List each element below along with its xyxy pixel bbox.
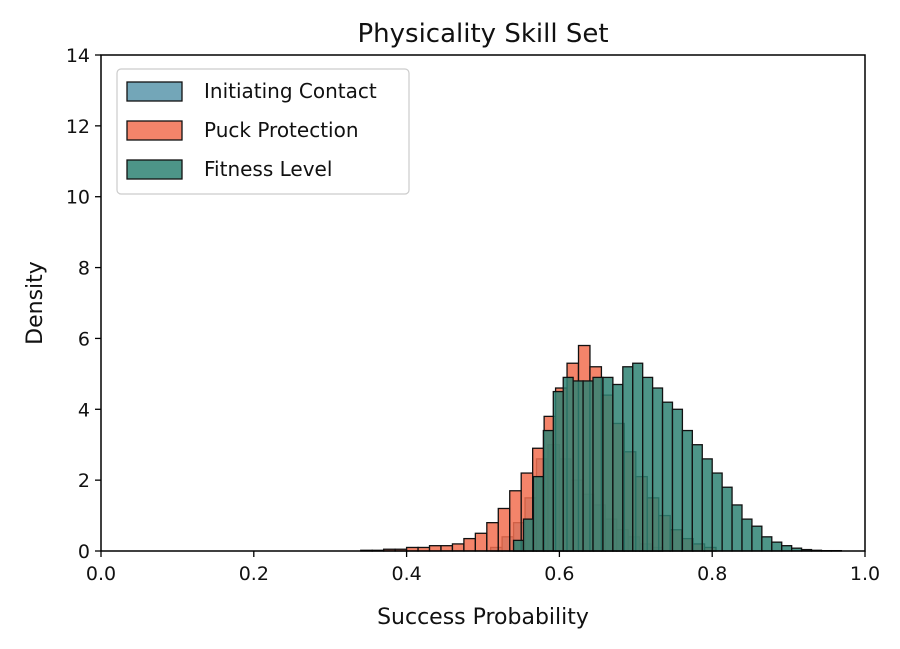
legend-swatch [126, 159, 183, 180]
histogram-bar [440, 545, 454, 552]
y-tick-label: 6 [78, 328, 90, 350]
histogram-bar [552, 390, 564, 552]
histogram-bar [721, 486, 733, 552]
histogram-bar [486, 522, 499, 552]
histogram-bar [711, 472, 723, 552]
y-tick-label: 4 [78, 399, 90, 421]
histogram-bar [463, 537, 477, 552]
y-tick-label: 10 [66, 187, 90, 209]
x-tick-label: 0.0 [86, 563, 116, 585]
series-2 [512, 362, 842, 552]
legend-swatch [126, 81, 183, 102]
histogram-bar [642, 376, 654, 552]
histogram-bar [562, 376, 574, 552]
legend: Initiating Contact Puck Protection Fitness… [116, 68, 410, 195]
legend-label: Fitness Level [204, 157, 332, 181]
bars-layer [360, 344, 842, 552]
histogram-bar [741, 518, 753, 552]
y-axis: 0 2 4 6 8 10 12 14 [66, 45, 101, 563]
histogram-bar [542, 429, 554, 552]
y-tick-label: 8 [78, 258, 90, 280]
x-tick-label: 0.2 [239, 563, 269, 585]
histogram-bar [751, 525, 763, 552]
y-tick-label: 14 [66, 45, 90, 67]
histogram-bar [532, 475, 545, 552]
legend-frame [116, 68, 410, 195]
x-axis: 0.0 0.2 0.4 0.6 0.8 1.0 [86, 551, 880, 585]
histogram-bar [761, 536, 773, 552]
histogram-bar [622, 366, 634, 552]
histogram-bar [651, 387, 664, 552]
histogram-bar [428, 545, 442, 552]
plot-frame [100, 54, 866, 552]
x-axis-label: Success Probability [377, 605, 589, 630]
histogram-bar [661, 401, 674, 552]
legend-swatch [126, 120, 183, 141]
histogram-bar [592, 376, 604, 552]
histogram-bar [497, 507, 511, 552]
histogram-bar [781, 545, 793, 552]
histogram-bar [451, 543, 465, 552]
histogram-bar [572, 380, 584, 552]
legend-label: Puck Protection [204, 118, 359, 142]
x-tick-label: 0.8 [697, 563, 727, 585]
y-axis-label: Density [23, 261, 48, 345]
x-tick-label: 0.6 [544, 563, 574, 585]
histogram-bar [512, 539, 525, 552]
histogram-bar [474, 532, 488, 552]
histogram-bar [632, 362, 644, 552]
histogram-bar [612, 383, 624, 552]
legend-label: Initiating Contact [204, 79, 377, 103]
x-tick-label: 1.0 [850, 563, 880, 585]
histogram-bar [701, 458, 713, 552]
histogram-bar [731, 504, 743, 552]
x-tick-label: 0.4 [391, 563, 421, 585]
y-tick-label: 2 [78, 470, 90, 492]
histogram-bar [522, 518, 535, 552]
y-tick-label: 12 [66, 116, 90, 138]
histogram-bar [681, 429, 693, 552]
histogram-bar [691, 444, 703, 552]
histogram-bar [671, 408, 684, 552]
histogram-bar [582, 380, 594, 552]
histogram-bar [602, 376, 614, 552]
y-tick-label: 0 [78, 541, 90, 563]
chart-title: Physicality Skill Set [357, 19, 608, 49]
histogram-bar [771, 541, 783, 552]
